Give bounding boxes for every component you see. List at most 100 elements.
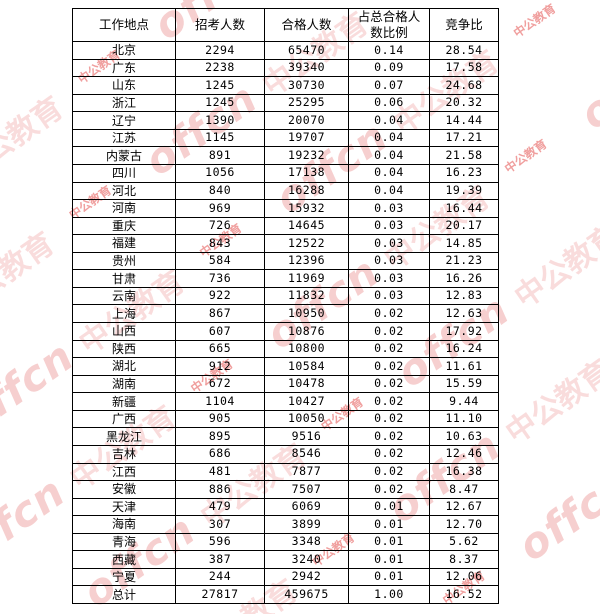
table-row: 陕西 665 10800 0.02 16.24 bbox=[72, 339, 499, 359]
table-row: 湖北 912 10584 0.02 11.61 bbox=[72, 357, 499, 376]
cell-applicants-count: 672 bbox=[175, 374, 265, 394]
cell-qualified-ratio: 0.07 bbox=[348, 76, 430, 95]
cell-qualified-ratio: 0.02 bbox=[348, 409, 430, 429]
table-row: 安徽 886 7507 0.02 8.47 bbox=[72, 480, 499, 499]
cell-qualified-count: 6069 bbox=[264, 497, 349, 517]
cell-qualified-count: 12396 bbox=[264, 251, 349, 271]
watermark-brand-cn-text: 中公教育 bbox=[0, 226, 61, 324]
table-row: 吉林 686 8546 0.02 12.46 bbox=[72, 444, 499, 464]
table-row: 青海 596 3348 0.01 5.62 bbox=[72, 532, 499, 552]
cell-competition-ratio: 17.21 bbox=[429, 128, 499, 148]
cell-competition-ratio: 12.70 bbox=[429, 515, 499, 534]
cell-applicants-count: 1104 bbox=[175, 392, 265, 411]
cell-work-location: 西藏 bbox=[72, 550, 176, 569]
cell-applicants-count: 1056 bbox=[175, 163, 265, 183]
cell-qualified-ratio: 0.03 bbox=[348, 251, 430, 271]
cell-competition-ratio: 12.63 bbox=[429, 304, 499, 323]
cell-competition-ratio: 21.23 bbox=[429, 251, 499, 271]
table-row: 江西 481 7877 0.02 16.38 bbox=[72, 462, 499, 482]
table-row: 天津 479 6069 0.01 12.67 bbox=[72, 497, 499, 517]
cell-qualified-count: 25295 bbox=[264, 93, 349, 113]
cell-qualified-ratio: 0.03 bbox=[348, 234, 430, 253]
cell-work-location: 贵州 bbox=[72, 251, 176, 271]
cell-work-location: 山东 bbox=[72, 76, 176, 95]
table-row: 贵州 584 12396 0.03 21.23 bbox=[72, 251, 499, 271]
cell-qualified-count: 3348 bbox=[264, 532, 349, 552]
cell-competition-ratio: 9.44 bbox=[429, 392, 499, 411]
watermark-stamp-text: 中公教育 bbox=[380, 0, 427, 2]
table-row: 福建 843 12522 0.03 14.85 bbox=[72, 234, 499, 253]
cell-qualified-count: 11832 bbox=[264, 286, 349, 306]
cell-competition-ratio: 24.68 bbox=[429, 76, 499, 95]
cell-qualified-count: 12522 bbox=[264, 234, 349, 253]
cell-work-location: 广西 bbox=[72, 409, 176, 429]
cell-qualified-count: 7877 bbox=[264, 462, 349, 482]
cell-applicants-count: 607 bbox=[175, 322, 265, 341]
cell-work-location: 广东 bbox=[72, 58, 176, 78]
cell-qualified-count: 3240 bbox=[264, 550, 349, 569]
table-row: 广东 2238 39340 0.09 17.58 bbox=[72, 58, 499, 78]
cell-applicants-count: 886 bbox=[175, 480, 265, 499]
cell-qualified-ratio: 0.01 bbox=[348, 515, 430, 534]
cell-applicants-count: 665 bbox=[175, 339, 265, 359]
cell-work-location: 江西 bbox=[72, 462, 176, 482]
cell-qualified-count: 10950 bbox=[264, 304, 349, 323]
cell-work-location: 天津 bbox=[72, 497, 176, 517]
table-row: 西藏 387 3240 0.01 8.37 bbox=[72, 550, 499, 569]
watermark-brand-text: offcn bbox=[500, 594, 600, 614]
cell-qualified-ratio: 0.02 bbox=[348, 427, 430, 446]
cell-competition-ratio: 28.54 bbox=[429, 41, 499, 60]
column-header-qualified-count: 合格人数 bbox=[264, 8, 349, 42]
cell-qualified-ratio: 1.00 bbox=[348, 585, 430, 604]
cell-qualified-count: 10427 bbox=[264, 392, 349, 411]
table-row: 浙江 1245 25295 0.06 20.32 bbox=[72, 93, 499, 113]
cell-work-location: 河南 bbox=[72, 199, 176, 218]
cell-work-location: 总计 bbox=[72, 585, 176, 604]
cell-work-location: 海南 bbox=[72, 515, 176, 534]
cell-applicants-count: 2238 bbox=[175, 58, 265, 78]
cell-qualified-ratio: 0.02 bbox=[348, 304, 430, 323]
cell-qualified-ratio: 0.02 bbox=[348, 462, 430, 482]
cell-work-location: 青海 bbox=[72, 532, 176, 552]
cell-qualified-count: 10478 bbox=[264, 374, 349, 394]
cell-qualified-ratio: 0.03 bbox=[348, 269, 430, 288]
cell-qualified-ratio: 0.02 bbox=[348, 357, 430, 376]
cell-applicants-count: 1145 bbox=[175, 128, 265, 148]
cell-qualified-ratio: 0.02 bbox=[348, 480, 430, 499]
cell-qualified-ratio: 0.14 bbox=[348, 41, 430, 60]
watermark-brand-text: offcn bbox=[580, 0, 600, 4]
cell-qualified-ratio: 0.04 bbox=[348, 111, 430, 130]
cell-applicants-count: 840 bbox=[175, 181, 265, 201]
cell-qualified-count: 19232 bbox=[264, 146, 349, 165]
cell-qualified-count: 10800 bbox=[264, 339, 349, 359]
cell-qualified-count: 7507 bbox=[264, 480, 349, 499]
cell-qualified-count: 30730 bbox=[264, 76, 349, 95]
cell-applicants-count: 244 bbox=[175, 567, 265, 587]
cell-competition-ratio: 17.58 bbox=[429, 58, 499, 78]
cell-competition-ratio: 8.47 bbox=[429, 480, 499, 499]
cell-work-location: 湖北 bbox=[72, 357, 176, 376]
cell-work-location: 湖南 bbox=[72, 374, 176, 394]
cell-applicants-count: 1245 bbox=[175, 93, 265, 113]
table-row: 云南 922 11832 0.03 12.83 bbox=[72, 286, 499, 306]
cell-applicants-count: 481 bbox=[175, 462, 265, 482]
cell-competition-ratio: 11.10 bbox=[429, 409, 499, 429]
cell-applicants-count: 2294 bbox=[175, 41, 265, 60]
cell-work-location: 辽宁 bbox=[72, 111, 176, 130]
table-row: 湖南 672 10478 0.02 15.59 bbox=[72, 374, 499, 394]
cell-applicants-count: 584 bbox=[175, 251, 265, 271]
cell-work-location: 重庆 bbox=[72, 216, 176, 236]
cell-qualified-count: 16288 bbox=[264, 181, 349, 201]
cell-work-location: 河北 bbox=[72, 181, 176, 201]
cell-qualified-count: 459675 bbox=[264, 585, 349, 604]
cell-competition-ratio: 16.38 bbox=[429, 462, 499, 482]
cell-work-location: 陕西 bbox=[72, 339, 176, 359]
cell-competition-ratio: 19.39 bbox=[429, 181, 499, 201]
cell-competition-ratio: 16.23 bbox=[429, 163, 499, 183]
table-row: 新疆 1104 10427 0.02 9.44 bbox=[72, 392, 499, 411]
table-row: 山东 1245 30730 0.07 24.68 bbox=[72, 76, 499, 95]
watermark-brand-text: offcn bbox=[0, 331, 83, 444]
cell-work-location: 北京 bbox=[72, 41, 176, 60]
cell-work-location: 宁夏 bbox=[72, 567, 176, 587]
